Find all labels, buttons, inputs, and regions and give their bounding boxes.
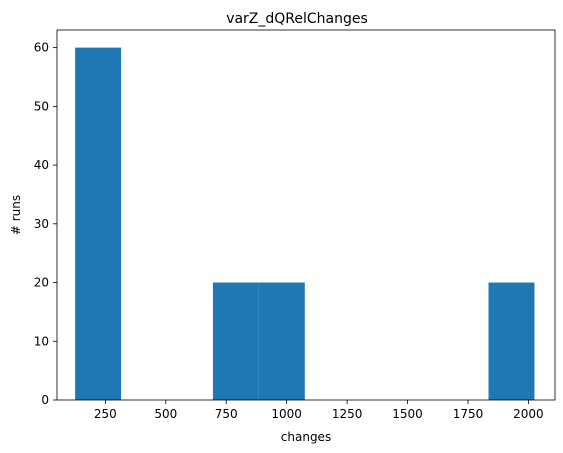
- y-tick-label: 50: [34, 99, 49, 113]
- x-tick-label: 1000: [271, 407, 302, 421]
- y-axis-ticks: 0 10 20 30 40 50 60: [34, 41, 57, 407]
- x-axis-label: changes: [281, 430, 331, 444]
- y-tick-label: 30: [34, 217, 49, 231]
- histogram-bar-4: [258, 282, 305, 400]
- x-tick-label: 500: [154, 407, 177, 421]
- x-tick-label: 1750: [453, 407, 484, 421]
- histogram-bar-0: [75, 47, 122, 400]
- y-axis-label: # runs: [9, 195, 23, 235]
- x-tick-label: 250: [94, 407, 117, 421]
- y-tick-label: 40: [34, 158, 49, 172]
- y-tick-label: 20: [34, 276, 49, 290]
- x-tick-label: 2000: [513, 407, 544, 421]
- bars: [75, 47, 535, 400]
- y-tick-label: 10: [34, 334, 49, 348]
- y-tick-label: 60: [34, 41, 49, 55]
- x-tick-label: 1500: [392, 407, 423, 421]
- y-tick-label: 0: [41, 393, 49, 407]
- plot-frame: [56, 29, 556, 401]
- histogram-bar-3: [212, 282, 259, 400]
- x-axis-ticks: 250 500 750 1000 1250 1500 1750 2000: [94, 400, 544, 421]
- x-tick-label: 1250: [332, 407, 363, 421]
- chart-title: varZ_dQRelChanges: [226, 11, 368, 27]
- histogram-bar-9: [488, 282, 535, 400]
- x-tick-label: 750: [215, 407, 238, 421]
